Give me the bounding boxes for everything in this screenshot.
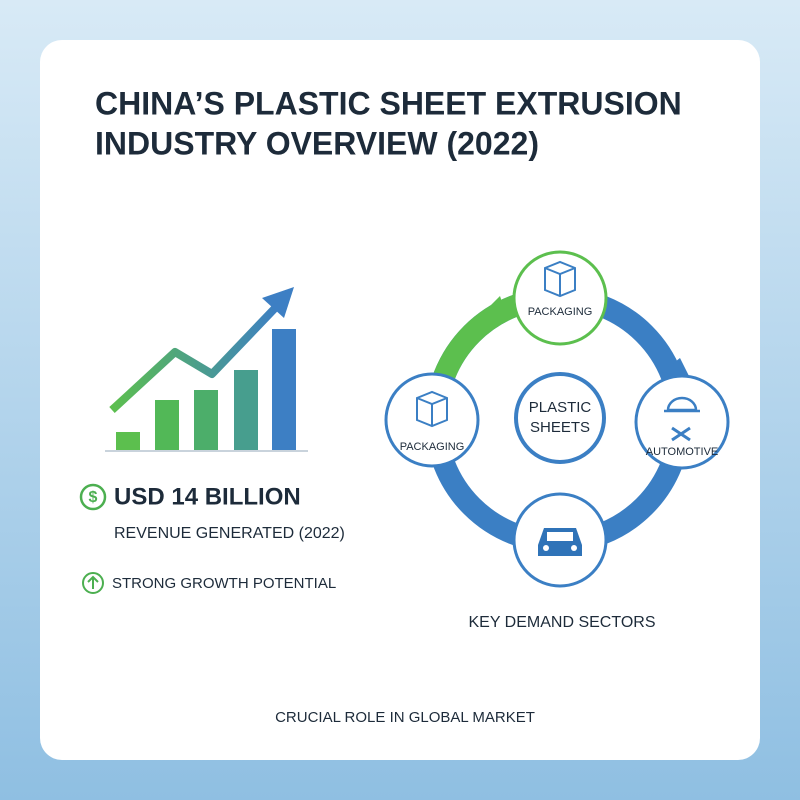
node-label: PACKAGING bbox=[400, 441, 465, 453]
title-line: CHINA’S PLASTIC SHEET EXTRUSION bbox=[95, 85, 682, 121]
node-left: PACKAGING bbox=[384, 372, 480, 468]
node-bottom bbox=[512, 492, 608, 588]
revenue-value: USD 14 BILLION bbox=[114, 483, 301, 510]
footer: CRUCIAL ROLE IN GLOBAL MARKET bbox=[275, 709, 535, 726]
title-line: INDUSTRY OVERVIEW (2022) bbox=[95, 125, 539, 161]
node-right: AUTOMOTIVE bbox=[634, 374, 730, 470]
node-label: PACKAGING bbox=[528, 306, 593, 318]
center-label: SHEETS bbox=[530, 419, 590, 436]
revenue-label: REVENUE GENERATED (2022) bbox=[114, 525, 345, 542]
growth-text: STRONG GROWTH POTENTIAL bbox=[112, 575, 336, 592]
node-label: AUTOMOTIVE bbox=[646, 446, 719, 458]
node-top: PACKAGING bbox=[512, 250, 608, 346]
cycle-caption: KEY DEMAND SECTORS bbox=[468, 614, 655, 631]
dollar-icon: $ bbox=[79, 483, 107, 511]
growth-illustration bbox=[105, 287, 308, 452]
center-label: PLASTIC bbox=[529, 399, 592, 416]
growth-icon bbox=[82, 572, 104, 594]
center-node bbox=[514, 372, 606, 464]
svg-text:$: $ bbox=[89, 489, 98, 506]
